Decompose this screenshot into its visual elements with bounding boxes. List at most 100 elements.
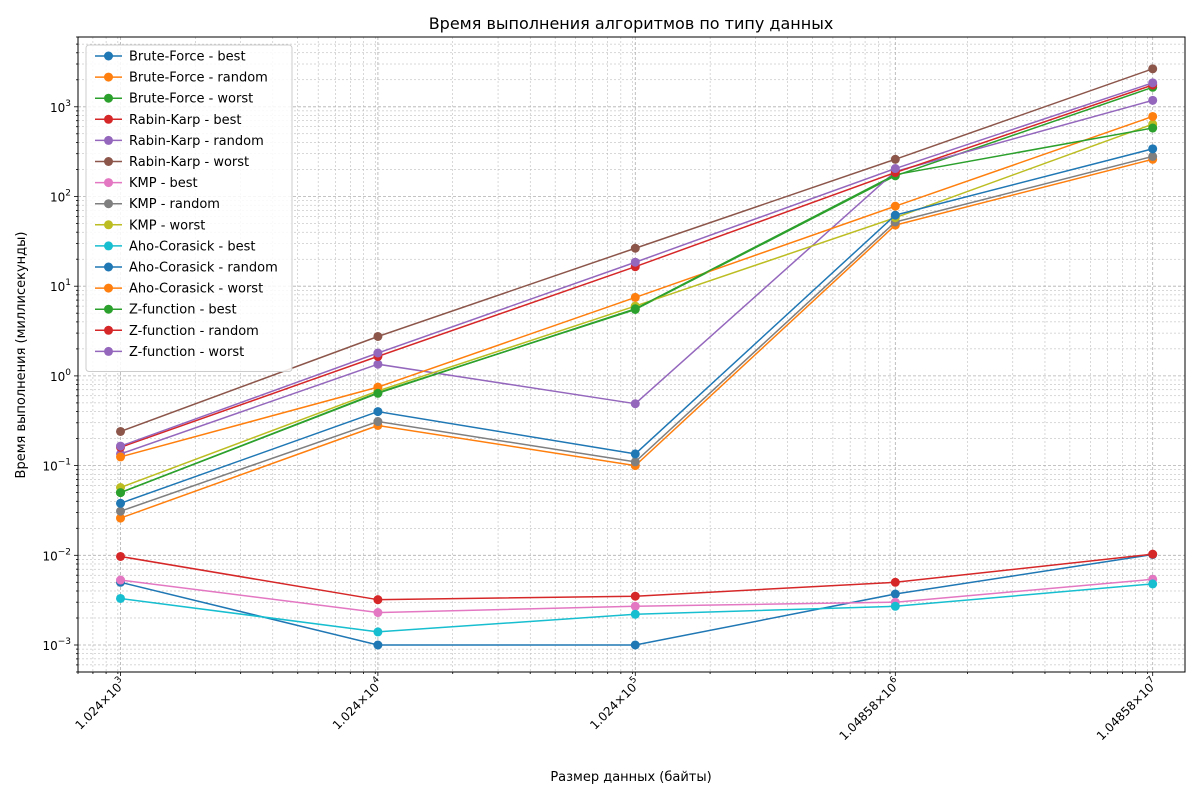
legend-item: KMP - worst xyxy=(95,218,205,233)
data-point xyxy=(116,575,126,585)
series-7 xyxy=(116,151,1158,516)
legend-label: Z-function - random xyxy=(129,324,259,339)
data-point xyxy=(630,640,640,650)
legend-item: Z-function - random xyxy=(95,324,259,339)
legend-label: Brute-Force - random xyxy=(129,71,268,86)
legend-label: Z-function - worst xyxy=(129,345,244,360)
data-point xyxy=(1148,95,1158,105)
data-point xyxy=(1148,78,1158,88)
plot-frame xyxy=(77,36,1186,673)
data-point xyxy=(630,609,640,619)
legend-box xyxy=(85,44,293,372)
series-10 xyxy=(116,144,1158,508)
series-layer xyxy=(116,64,1158,650)
data-point xyxy=(890,601,900,611)
series-14 xyxy=(116,78,1158,451)
x-tick-label: 1.04858×107 xyxy=(1092,675,1160,743)
legend-item: Brute-Force - random xyxy=(95,71,268,86)
data-point xyxy=(116,593,126,603)
legend-marker xyxy=(104,262,113,272)
y-tick-label: 10−1 xyxy=(42,458,71,474)
legend-marker xyxy=(104,283,113,293)
legend-label: KMP - random xyxy=(129,197,220,212)
series-11 xyxy=(116,111,1158,462)
legend-marker xyxy=(104,114,113,124)
y-tick-label: 102 xyxy=(50,188,71,204)
legend-label: Brute-Force - worst xyxy=(129,92,253,107)
legend-item: Rabin-Karp - worst xyxy=(95,155,249,170)
data-point xyxy=(116,488,126,498)
chart-title: Время выполнения алгоритмов по типу данн… xyxy=(429,14,834,33)
data-point xyxy=(373,388,383,398)
legend-label: KMP - best xyxy=(129,176,198,191)
legend-label: Rabin-Karp - worst xyxy=(129,155,249,170)
legend-item: Z-function - best xyxy=(95,303,237,318)
x-tick-label: 1.024×105 xyxy=(586,675,644,733)
data-point xyxy=(373,359,383,369)
data-point xyxy=(630,601,640,611)
legend-item: Rabin-Karp - best xyxy=(95,113,241,128)
legend-item: Aho-Corasick - worst xyxy=(95,282,263,297)
data-point xyxy=(373,348,383,358)
legend: Brute-Force - best Brute-Force - random Br… xyxy=(85,44,293,372)
data-point xyxy=(630,292,640,302)
y-tick-label: 10−2 xyxy=(42,547,71,563)
legend-item: KMP - random xyxy=(95,197,220,212)
legend-marker xyxy=(104,325,113,335)
data-point xyxy=(630,449,640,459)
data-point xyxy=(630,457,640,467)
data-point xyxy=(373,608,383,618)
data-point xyxy=(890,577,900,587)
data-point xyxy=(890,589,900,599)
y-tick-label: 103 xyxy=(50,99,71,115)
legend-marker xyxy=(104,241,113,251)
legend-marker xyxy=(104,51,113,61)
legend-marker xyxy=(104,72,113,82)
legend-marker xyxy=(104,220,113,230)
legend-item: Aho-Corasick - best xyxy=(95,239,256,254)
data-point xyxy=(1148,64,1158,74)
data-point xyxy=(630,243,640,253)
legend-item: KMP - best xyxy=(95,176,198,191)
legend-item: Rabin-Karp - random xyxy=(95,134,264,149)
legend-marker xyxy=(104,199,113,209)
data-point xyxy=(116,426,126,436)
data-point xyxy=(116,506,126,516)
x-tick-label: 1.04858×106 xyxy=(835,675,904,744)
data-point xyxy=(630,257,640,267)
legend-label: Z-function - best xyxy=(129,303,237,318)
data-point xyxy=(373,382,383,392)
legend-label: Rabin-Karp - random xyxy=(129,134,264,149)
data-point xyxy=(630,591,640,601)
data-point xyxy=(373,627,383,637)
data-point xyxy=(890,201,900,211)
legend-label: KMP - worst xyxy=(129,218,205,233)
legend-label: Rabin-Karp - best xyxy=(129,113,241,128)
legend-marker xyxy=(104,157,113,166)
legend-item: Brute-Force - worst xyxy=(95,92,253,107)
legend-label: Brute-Force - best xyxy=(129,50,246,65)
data-point xyxy=(1148,123,1158,133)
data-point xyxy=(373,640,383,650)
data-point xyxy=(1148,549,1158,559)
data-point xyxy=(116,498,126,508)
data-point xyxy=(373,407,383,417)
series-12 xyxy=(116,123,1158,498)
data-point xyxy=(373,331,383,341)
y-tick-label: 101 xyxy=(50,278,71,294)
legend-label: Aho-Corasick - random xyxy=(129,261,278,276)
series-9 xyxy=(116,579,1158,637)
data-point xyxy=(1148,111,1158,121)
data-point xyxy=(116,452,126,462)
series-3 xyxy=(116,549,1158,605)
data-point xyxy=(630,399,640,409)
y-axis-label: Время выполнения (миллисекунды) xyxy=(14,232,29,479)
data-point xyxy=(890,210,900,220)
legend-item: Z-function - worst xyxy=(95,345,244,360)
x-tick-label: 1.024×104 xyxy=(328,675,386,733)
legend-marker xyxy=(104,304,113,314)
data-point xyxy=(1148,144,1158,154)
data-point xyxy=(890,164,900,174)
